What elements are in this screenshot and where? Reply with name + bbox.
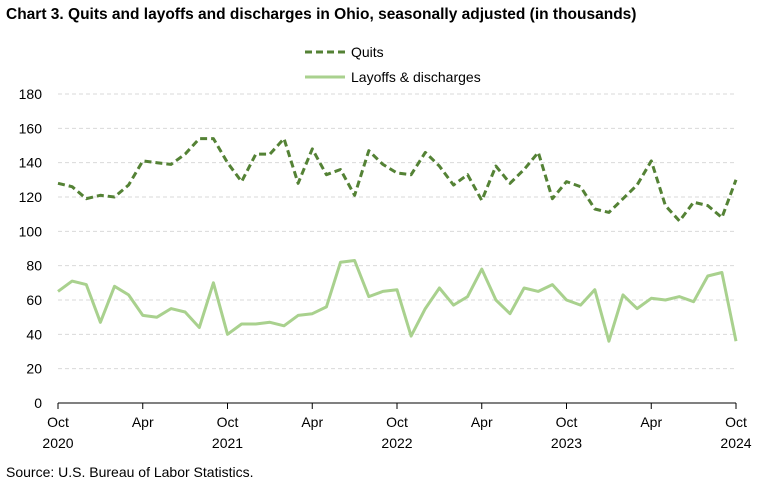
x-tick-label: Apr [471,414,493,430]
x-tick-label: Apr [132,414,154,430]
y-tick-label: 20 [26,361,42,377]
series-layer [57,137,738,343]
x-tick-year-label: 2021 [212,435,243,451]
x-tick-label: Oct [217,414,239,430]
x-tick-year-label: 2020 [42,435,73,451]
y-tick-label: 120 [19,189,43,205]
x-tick-label: Oct [47,414,69,430]
legend-label-quits: Quits [351,44,384,60]
gridlines [58,93,736,370]
series-line-quits [57,137,738,223]
x-tick-label: Oct [725,414,747,430]
y-tick-label: 60 [26,292,42,308]
series-line-layoffs-discharges [57,259,738,343]
y-tick-label: 160 [19,120,43,136]
legend-label-layoffs-discharges: Layoffs & discharges [351,69,481,85]
axes: 0 20 40 60 80 100 120 140 160 180 Oct 2020 Apr Oct 202… [19,86,752,451]
y-tick-label: 0 [34,395,42,411]
y-tick-label: 80 [26,258,42,274]
chart-title: Chart 3. Quits and layoffs and discharge… [6,6,637,23]
x-tick-label: Apr [301,414,323,430]
y-tick-label: 140 [19,155,43,171]
x-tick-label: Oct [386,414,408,430]
x-tick-label: Apr [640,414,662,430]
y-tick-label: 100 [19,223,43,239]
source-note: Source: U.S. Bureau of Labor Statistics. [6,464,254,480]
y-tick-label: 180 [19,86,43,102]
x-tick-year-label: 2022 [381,435,412,451]
legend: Quits Layoffs & discharges [305,44,481,85]
x-tick-year-label: 2024 [720,435,751,451]
y-tick-label: 40 [26,326,42,342]
x-tick-year-label: 2023 [551,435,582,451]
x-tick-label: Oct [556,414,578,430]
